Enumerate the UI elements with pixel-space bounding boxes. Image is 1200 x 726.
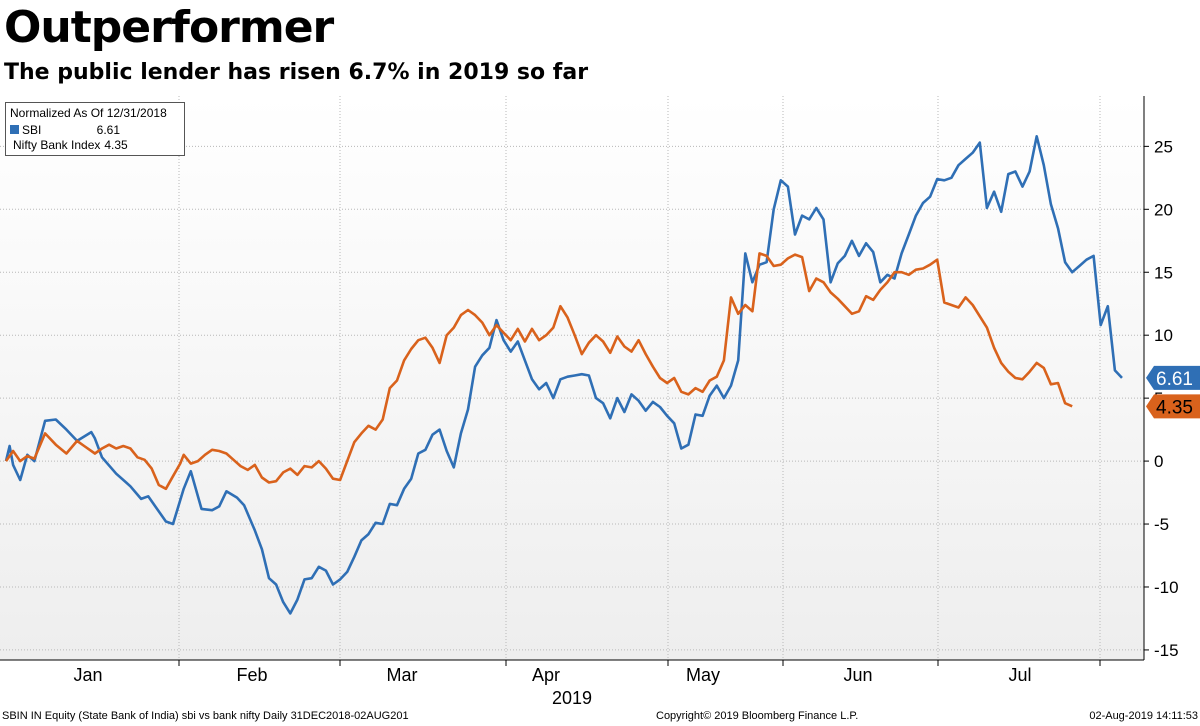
y-tick-label: 15 bbox=[1154, 263, 1173, 282]
footer-copyright: Copyright© 2019 Bloomberg Finance L.P. bbox=[656, 710, 859, 722]
legend-label-nifty: Nifty Bank Index bbox=[13, 137, 101, 152]
y-tick-label: 10 bbox=[1154, 326, 1173, 345]
y-tick-label: -5 bbox=[1154, 515, 1169, 534]
legend-value-sbi: 6.61 bbox=[96, 122, 120, 137]
legend-value-nifty: 4.35 bbox=[104, 137, 128, 152]
footer-ticker-info: SBIN IN Equity (State Bank of India) sbi… bbox=[2, 710, 409, 722]
legend-title: Normalized As Of 12/31/2018 bbox=[10, 106, 167, 120]
chart-subtitle: The public lender has risen 6.7% in 2019… bbox=[4, 60, 589, 85]
x-tick-label: Apr bbox=[532, 665, 560, 685]
last-value-label-sbi: 6.61 bbox=[1156, 369, 1193, 390]
last-value-label-nifty: 4.35 bbox=[1156, 397, 1193, 418]
x-tick-label: Feb bbox=[236, 665, 267, 685]
series-line-sbi bbox=[4, 135, 1123, 615]
legend: Normalized As Of 12/31/2018 SBI 6.61 Nif… bbox=[5, 102, 185, 156]
x-tick-label: Mar bbox=[387, 665, 418, 685]
legend-swatch-sbi bbox=[10, 125, 19, 134]
y-tick-label: -10 bbox=[1154, 578, 1179, 597]
x-tick-label: May bbox=[686, 665, 720, 685]
chart-title: Outperformer bbox=[4, 2, 334, 53]
series-line-nifty bbox=[4, 252, 1073, 491]
legend-label-sbi: SBI bbox=[22, 122, 42, 137]
x-tick-label: Jun bbox=[843, 665, 872, 685]
x-tick-label: Jul bbox=[1008, 665, 1031, 685]
x-axis-year-label: 2019 bbox=[552, 688, 592, 708]
y-tick-label: 20 bbox=[1154, 200, 1173, 219]
plot-background bbox=[0, 96, 1144, 660]
last-value-tag-sbi bbox=[1146, 365, 1200, 390]
last-value-tag-nifty bbox=[1146, 394, 1200, 419]
legend-entry-sbi: SBI 6.61 bbox=[10, 122, 180, 137]
x-tick-label: Jan bbox=[73, 665, 102, 685]
y-tick-label: -15 bbox=[1154, 641, 1179, 660]
y-tick-label: 25 bbox=[1154, 137, 1173, 156]
legend-entry-nifty: Nifty Bank Index 4.35 bbox=[10, 137, 180, 152]
y-tick-label: 0 bbox=[1154, 452, 1163, 471]
footer-timestamp: 02-Aug-2019 14:11:53 bbox=[1089, 710, 1198, 722]
